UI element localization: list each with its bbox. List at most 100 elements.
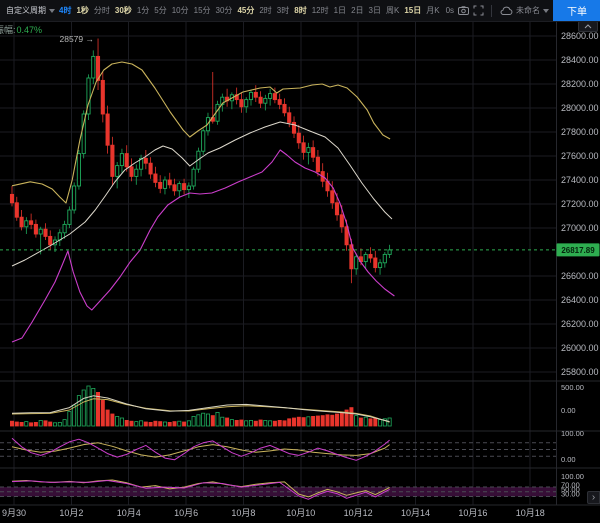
period-item-3[interactable]: 30秒 bbox=[114, 6, 132, 15]
volume-bar bbox=[115, 415, 120, 427]
oscillator-dea-line bbox=[11, 442, 390, 458]
volume-bar bbox=[172, 421, 177, 427]
candle-body bbox=[115, 165, 120, 177]
candle-body bbox=[201, 130, 206, 152]
price-axis-label: 26000.00 bbox=[561, 343, 599, 353]
volume-bar bbox=[201, 412, 206, 427]
period-item-19[interactable]: 月K bbox=[426, 6, 440, 15]
time-axis-label: 9月30 bbox=[2, 508, 26, 518]
candle-body bbox=[301, 142, 306, 153]
period-item-8[interactable]: 30分 bbox=[215, 6, 233, 15]
candle-body bbox=[105, 113, 110, 146]
order-button[interactable]: 下单 bbox=[553, 0, 600, 21]
price-axis-label: 28000.00 bbox=[561, 103, 599, 113]
rsi-band bbox=[0, 487, 556, 497]
volume-bar bbox=[57, 421, 62, 427]
candle-body bbox=[272, 93, 277, 101]
price-axis-label: 28600.00 bbox=[561, 31, 599, 41]
collapse-toolbar-button[interactable] bbox=[578, 21, 598, 32]
candle-body bbox=[143, 157, 148, 164]
volume-bar bbox=[205, 413, 210, 427]
volume-bar bbox=[100, 399, 105, 427]
volume-bar bbox=[33, 421, 38, 427]
volume-bar bbox=[287, 418, 292, 427]
time-axis-label: 10月16 bbox=[458, 508, 487, 518]
oscillator-dif-line bbox=[11, 437, 390, 461]
period-dropdown[interactable]: 自定义周期 bbox=[6, 5, 55, 16]
period-item-1[interactable]: 1秒 bbox=[76, 6, 89, 15]
candle-body bbox=[139, 157, 144, 170]
price-axis-label: 25800.00 bbox=[561, 367, 599, 377]
period-item-7[interactable]: 15分 bbox=[193, 6, 211, 15]
volume-axis-label: 0.00 bbox=[561, 406, 576, 415]
price-axis-label: 28400.00 bbox=[561, 55, 599, 65]
candle-body bbox=[129, 166, 134, 177]
volume-bar bbox=[139, 420, 144, 427]
period-item-12[interactable]: 8时 bbox=[294, 6, 307, 15]
candle-body bbox=[330, 190, 335, 204]
period-item-17[interactable]: 周K bbox=[385, 6, 400, 15]
candle-body bbox=[382, 253, 387, 264]
volume-bar bbox=[349, 407, 354, 427]
bollinger-middle-line bbox=[11, 121, 393, 267]
candle-body bbox=[282, 103, 287, 114]
volume-bar bbox=[124, 419, 129, 427]
rsi-axis-label: 70.00 bbox=[561, 481, 580, 490]
period-item-14[interactable]: 1日 bbox=[333, 6, 347, 15]
period-item-15[interactable]: 2日 bbox=[351, 6, 364, 15]
volume-bar bbox=[196, 414, 201, 427]
period-item-11[interactable]: 3时 bbox=[276, 6, 290, 15]
candle-body bbox=[186, 185, 191, 191]
candle-body bbox=[182, 183, 187, 191]
top-toolbar: 自定义周期 4时 1秒 分时 30秒 1分 5分 10分 15分 30分 45分 2时 3时 8时 12时… bbox=[0, 0, 600, 22]
period-item-0[interactable]: 4时 bbox=[59, 6, 72, 15]
time-axis-label: 10月2 bbox=[59, 508, 83, 518]
price-axis[interactable]: 28600.00 28400.00 28200.00 28000.00 27800.00… bbox=[561, 31, 599, 377]
period-item-10[interactable]: 2时 bbox=[259, 6, 272, 15]
candle-body bbox=[191, 168, 196, 187]
candle-body bbox=[244, 99, 249, 108]
candle-body bbox=[248, 91, 254, 101]
template-menu[interactable]: 未命名 bbox=[499, 4, 550, 18]
volume-bar bbox=[143, 421, 148, 427]
candle-body bbox=[258, 96, 263, 104]
price-axis-label: 26600.00 bbox=[561, 271, 599, 281]
volume-ma-slow-line bbox=[11, 398, 390, 423]
volume-bar bbox=[48, 421, 53, 427]
volume-bar bbox=[363, 416, 368, 427]
time-axis-label: 10月14 bbox=[401, 508, 430, 518]
candle-body bbox=[334, 202, 340, 216]
period-item-6[interactable]: 10分 bbox=[171, 6, 189, 15]
time-axis-label: 10月12 bbox=[344, 508, 373, 518]
volume-bar bbox=[162, 421, 167, 427]
candle-body bbox=[29, 220, 34, 225]
volume-bar bbox=[234, 419, 239, 427]
period-item-5[interactable]: 5分 bbox=[154, 6, 167, 15]
volume-bar bbox=[244, 420, 249, 427]
screenshot-icon[interactable] bbox=[458, 4, 470, 18]
time-axis[interactable]: 9月30 10月2 10月4 10月6 10月8 10月10 10月12 10月14 10月16… bbox=[2, 508, 545, 518]
price-axis-label: 27800.00 bbox=[561, 127, 599, 137]
candle-body bbox=[368, 253, 373, 259]
panel-expander-button[interactable]: › bbox=[587, 491, 600, 504]
period-item-13[interactable]: 12时 bbox=[311, 6, 329, 15]
fullscreen-icon[interactable] bbox=[473, 4, 484, 18]
candle-body bbox=[95, 55, 101, 81]
volume-bar bbox=[344, 409, 349, 427]
period-item-2[interactable]: 分时 bbox=[93, 6, 110, 15]
volume-bar bbox=[325, 414, 330, 427]
period-item-18[interactable]: 15日 bbox=[404, 6, 422, 15]
candle-body bbox=[48, 235, 53, 246]
volume-bar bbox=[62, 419, 67, 427]
volume-bar bbox=[330, 414, 335, 427]
candle-body bbox=[387, 249, 392, 255]
period-item-4[interactable]: 1分 bbox=[136, 6, 150, 15]
volume-bar bbox=[220, 416, 225, 427]
current-price-tag bbox=[556, 243, 600, 257]
period-item-16[interactable]: 3日 bbox=[368, 6, 381, 15]
volume-bar bbox=[229, 419, 234, 427]
time-axis-label: 10月4 bbox=[117, 508, 141, 518]
period-item-9[interactable]: 45分 bbox=[237, 6, 255, 15]
candle-body bbox=[86, 77, 91, 115]
